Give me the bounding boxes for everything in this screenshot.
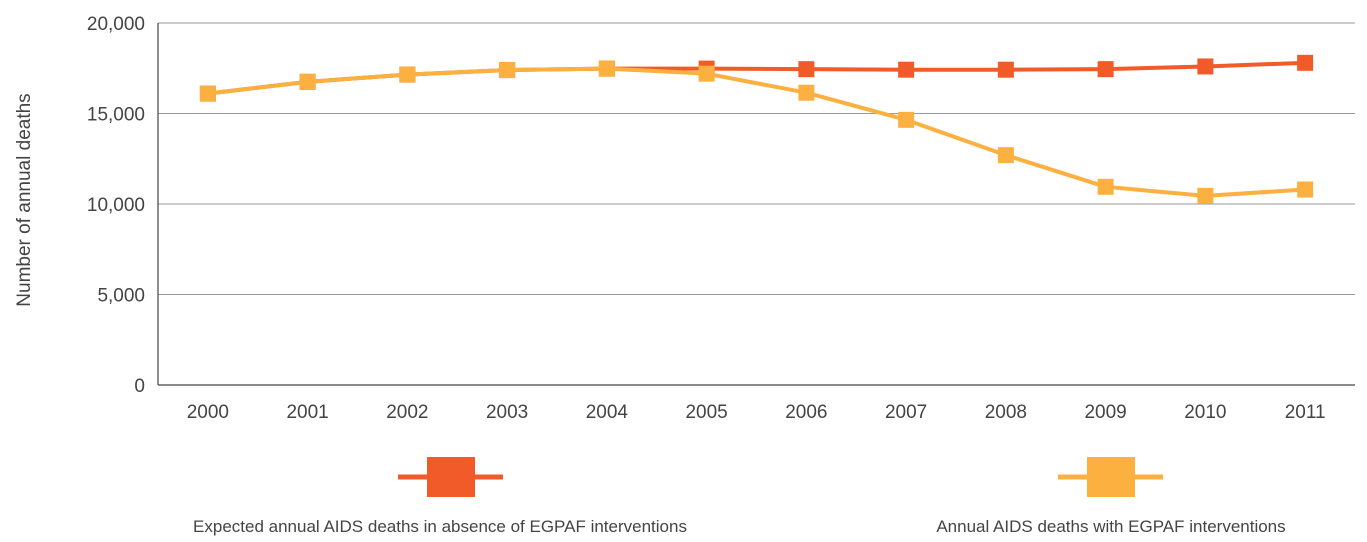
x-tick-label: 2001 — [286, 402, 328, 423]
y-tick-label: 0 — [134, 376, 145, 397]
data-point — [1097, 178, 1114, 195]
data-point — [499, 62, 516, 79]
data-point — [997, 147, 1014, 164]
x-tick-labels: 2000 2001 2002 2003 2004 2005 2006 2007 2008 2009… — [187, 402, 1326, 423]
x-tick-label: 2010 — [1184, 402, 1226, 423]
series-group — [199, 54, 1314, 204]
y-tick-label: 15,000 — [87, 105, 145, 126]
series-line-1 — [207, 66, 1306, 198]
data-point — [1097, 61, 1114, 78]
legend-swatch-marker-expected — [427, 457, 475, 497]
legend-label-with-egpaf: Annual AIDS deaths with EGPAF interventi… — [936, 517, 1285, 536]
data-point — [299, 73, 316, 90]
data-point — [598, 60, 615, 77]
x-tick-label: 2011 — [1285, 402, 1326, 423]
x-tick-label: 2006 — [785, 402, 827, 423]
data-point — [199, 85, 216, 102]
y-tick-label: 10,000 — [87, 195, 145, 216]
x-tick-label: 2000 — [187, 402, 229, 423]
data-point — [898, 111, 915, 128]
data-point — [1297, 181, 1314, 198]
data-point — [399, 66, 416, 83]
legend-item-expected: Expected annual AIDS deaths in absence o… — [193, 457, 687, 536]
gridlines — [158, 22, 1355, 295]
x-tick-label: 2009 — [1084, 402, 1126, 423]
data-point — [898, 61, 915, 78]
legend: Expected annual AIDS deaths in absence o… — [193, 457, 1286, 536]
y-tick-label: 20,000 — [87, 14, 145, 35]
data-point — [798, 84, 815, 101]
data-point — [698, 65, 715, 82]
data-point — [1197, 187, 1214, 204]
series-1 — [199, 60, 1314, 204]
y-tick-labels: 0 5,000 10,000 15,000 20,000 — [87, 14, 145, 397]
y-tick-label: 5,000 — [97, 286, 145, 307]
x-tick-label: 2008 — [985, 402, 1027, 423]
x-tick-label: 2004 — [586, 402, 629, 423]
y-axis-title: Number of annual deaths — [14, 93, 35, 306]
axes — [157, 23, 1355, 386]
data-point — [1297, 54, 1314, 71]
data-point — [997, 61, 1014, 78]
data-point — [1197, 58, 1214, 75]
legend-item-with-egpaf: Annual AIDS deaths with EGPAF interventi… — [936, 457, 1286, 536]
x-tick-label: 2005 — [685, 402, 727, 423]
legend-label-expected: Expected annual AIDS deaths in absence o… — [193, 517, 687, 536]
x-tick-label: 2007 — [885, 402, 927, 423]
x-tick-label: 2002 — [386, 402, 428, 423]
x-tick-label: 2003 — [486, 402, 528, 423]
data-point — [798, 61, 815, 78]
legend-swatch-marker-with-egpaf — [1087, 457, 1135, 497]
